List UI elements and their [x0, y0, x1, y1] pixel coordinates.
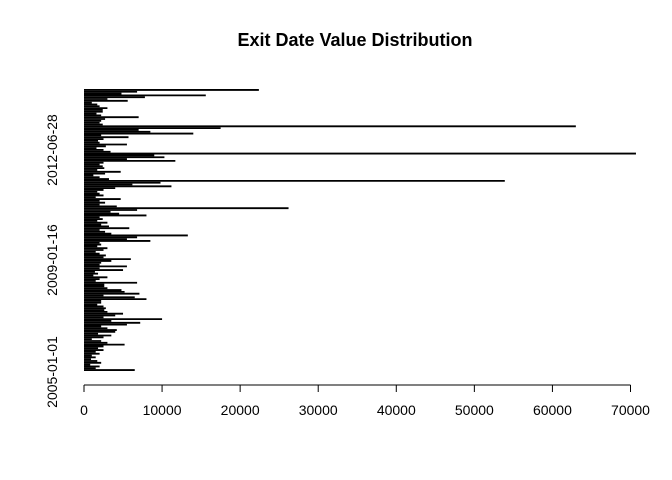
x-tick-label: 50000 — [455, 402, 494, 418]
x-axis: 0 10000 20000 30000 40000 50000 60000 70000 — [80, 384, 650, 418]
x-tick-label: 70000 — [611, 402, 650, 418]
x-tick-label: 0 — [80, 402, 88, 418]
y-axis: 2005-01-01 2009-01-16 2012-06-28 — [44, 114, 60, 408]
x-tick-label: 10000 — [143, 402, 182, 418]
x-tick-label: 60000 — [533, 402, 572, 418]
y-tick-label: 2005-01-01 — [44, 336, 60, 408]
x-tick-label: 40000 — [377, 402, 416, 418]
y-tick-label: 2009-01-16 — [44, 224, 60, 296]
y-tick-label: 2012-06-28 — [44, 114, 60, 186]
bars-group — [84, 89, 636, 371]
x-tick-label: 20000 — [221, 402, 260, 418]
chart-title: Exit Date Value Distribution — [237, 30, 472, 50]
x-tick-label: 30000 — [299, 402, 338, 418]
